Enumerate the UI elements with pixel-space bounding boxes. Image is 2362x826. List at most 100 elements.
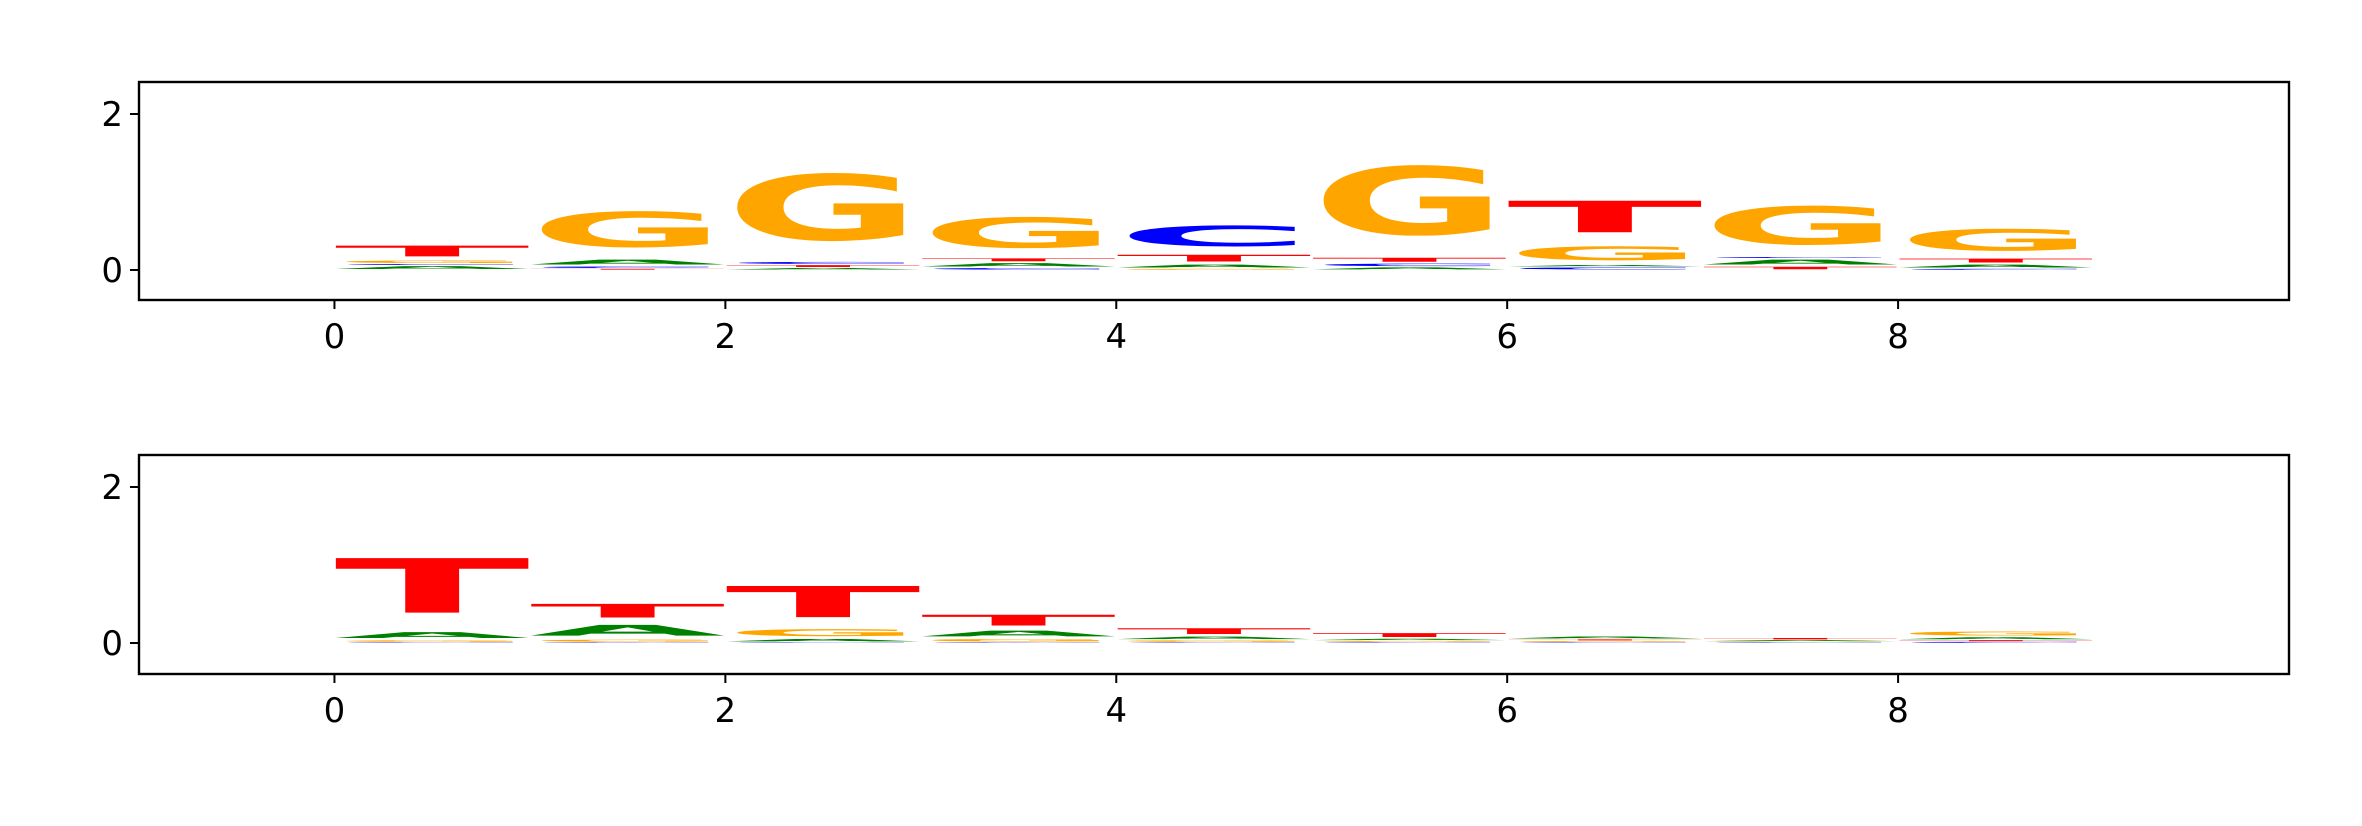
logo-letter-C: C [921, 268, 1116, 270]
logo-letter-C: C [725, 261, 920, 264]
logo-letter-C: C [725, 642, 920, 643]
logo-letter-G: G [1898, 224, 2093, 258]
logo-letter-C: C [334, 264, 529, 266]
logo-letter-C: C [1312, 642, 1507, 643]
logo-letter-G: G [1507, 243, 1702, 265]
logo-letter-C: C [1507, 267, 1702, 270]
logo-letter-T: T [1507, 639, 1702, 641]
logo-letter-A: A [921, 262, 1116, 267]
x-tick-label: 4 [1105, 317, 1127, 357]
x-tick-label: 0 [324, 691, 346, 731]
logo-letter-T: T [1507, 192, 1702, 242]
logo-letter-A: A [530, 258, 725, 266]
logo-letter-T: T [921, 612, 1116, 629]
logo-letter-T: T [530, 600, 725, 622]
x-tick-label: 6 [1496, 317, 1518, 357]
logo-letter-G: G [921, 209, 1116, 257]
logo-letter-C: C [1898, 268, 2093, 270]
logo-letter-A: A [530, 622, 725, 639]
logo-letter-C: C [1507, 642, 1702, 643]
logo-letter-A: A [1703, 640, 1898, 642]
logo-letter-C: C [1898, 641, 2093, 643]
logo-letter-G: G [921, 638, 1116, 642]
logo-letter-C: C [334, 642, 529, 643]
x-tick-label: 2 [715, 691, 737, 731]
logo-letter-A: A [334, 265, 529, 270]
logo-letter-A: A [1312, 267, 1507, 270]
y-tick-label: 2 [101, 468, 123, 508]
logo-letter-C: C [921, 642, 1116, 643]
logo-letter-G: G [334, 260, 529, 264]
logo-letter-A: A [1703, 258, 1898, 266]
y-tick-label: 0 [101, 251, 123, 291]
logo-letter-A: A [725, 268, 920, 270]
logo-letter-G: G [334, 640, 529, 642]
logo-letter-G: G [1312, 641, 1507, 643]
logo-letter-T: T [725, 578, 920, 628]
logo-letter-A: A [1312, 638, 1507, 640]
logo-letter-T: T [1898, 258, 2093, 264]
logo-letter-A: A [1507, 636, 1702, 639]
logo-letter-T: T [921, 258, 1116, 263]
logo-letter-A: A [1898, 264, 2093, 269]
logo-letter-G: G [530, 202, 725, 258]
logo-letter-T: T [1703, 638, 1898, 640]
logo-letter-A: A [1116, 264, 1311, 269]
logo-letter-A: A [1116, 636, 1311, 640]
logo-letter-T: T [1898, 640, 2093, 642]
logo-letter-T: T [334, 544, 529, 631]
logo-letter-A: A [334, 631, 529, 640]
logo-letter-G: G [1312, 148, 1507, 257]
logo-letter-G: G [1703, 641, 1898, 642]
logo-letter-A: A [725, 638, 920, 642]
logo-letter-G: G [725, 157, 920, 262]
logo-letter-T: T [1703, 266, 1898, 270]
logo-letter-G: G [530, 639, 725, 642]
x-tick-label: 4 [1105, 691, 1127, 731]
logo-letter-T: T [1312, 632, 1507, 638]
logo-letter-T: T [725, 265, 920, 268]
logo-letter-G: G [1116, 268, 1311, 270]
logo-letter-T: T [1116, 627, 1311, 636]
x-tick-label: 8 [1887, 317, 1909, 357]
logo-letter-G: G [1898, 631, 2093, 637]
x-tick-label: 2 [715, 317, 737, 357]
logo-letter-C: C [1312, 263, 1507, 267]
x-tick-label: 0 [324, 317, 346, 357]
x-tick-label: 8 [1887, 691, 1909, 731]
logo-letter-C: C [1116, 220, 1311, 253]
logo-letter-A: A [1898, 637, 2093, 640]
logo-letter-G: G [1507, 641, 1702, 643]
logo-letter-C: C [1703, 642, 1898, 643]
logo-letter-T: T [530, 268, 725, 270]
logo-letter-T: T [334, 243, 529, 260]
logo-letter-G: G [1703, 196, 1898, 257]
logo-letter-G: G [1116, 640, 1311, 642]
logo-letter-C: C [530, 642, 725, 643]
logo-letter-C: C [530, 266, 725, 268]
y-tick-label: 0 [101, 624, 123, 664]
x-tick-label: 6 [1496, 691, 1518, 731]
logo-letter-T: T [1312, 257, 1507, 263]
